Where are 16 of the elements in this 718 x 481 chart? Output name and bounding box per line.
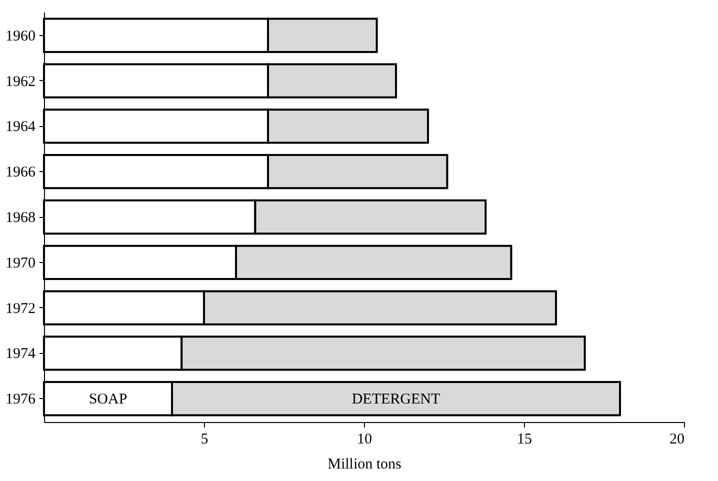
x-axis-title: Million tons — [328, 456, 402, 472]
x-tick-label: 5 — [200, 432, 208, 448]
y-tick-label: 1968 — [6, 210, 36, 226]
series-label: DETERGENT — [352, 392, 440, 408]
x-tick-label: 10 — [357, 432, 372, 448]
x-tick-label: 15 — [517, 432, 532, 448]
y-tick-label: 1966 — [6, 164, 36, 181]
x-tick-label: 20 — [670, 432, 684, 448]
y-tick-label: 1974 — [6, 346, 36, 362]
y-tick-label: 1970 — [6, 255, 36, 272]
series-label: SOAP — [88, 392, 128, 408]
y-tick-label: 1962 — [6, 74, 36, 90]
y-tick-label: 1976 — [6, 392, 36, 408]
y-tick-label: 1972 — [6, 300, 36, 317]
y-tick-label: 1964 — [6, 119, 36, 136]
y-tick-label: 1960 — [6, 28, 36, 44]
